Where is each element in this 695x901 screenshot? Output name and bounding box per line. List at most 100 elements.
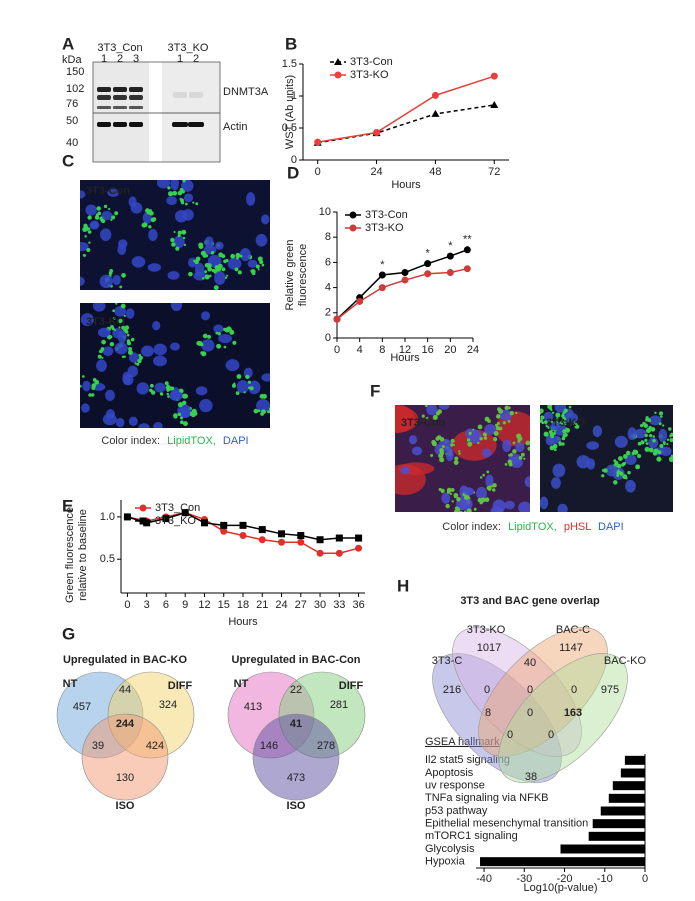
lipid-droplet xyxy=(101,356,104,359)
nucleus xyxy=(130,202,143,214)
nucleus xyxy=(170,303,183,312)
lipid-droplet xyxy=(488,485,492,489)
lipid-droplet xyxy=(601,474,605,478)
point xyxy=(378,271,386,279)
lipid-droplet xyxy=(633,449,639,455)
lipid-droplet xyxy=(180,198,185,203)
point xyxy=(490,100,499,108)
lipid-droplet xyxy=(648,425,652,430)
lipid-droplet xyxy=(114,211,119,216)
lipid-droplet xyxy=(484,416,490,422)
nucleus xyxy=(85,204,97,216)
point xyxy=(123,513,131,521)
lipid-droplet xyxy=(164,381,169,386)
nucleus xyxy=(215,241,224,250)
nucleus xyxy=(96,359,107,372)
lipid-droplet xyxy=(103,204,108,209)
lipid-droplet xyxy=(201,351,207,357)
nucleus xyxy=(125,308,135,319)
nucleus xyxy=(658,428,668,443)
lipid-droplet xyxy=(637,453,642,459)
lipid-droplet xyxy=(110,218,113,222)
lipid-droplet xyxy=(623,454,628,459)
caption-part: LipidTOX, xyxy=(508,521,557,533)
marker-label: 50 xyxy=(66,115,78,127)
venn-count: 41 xyxy=(290,718,302,730)
lipid-droplet xyxy=(543,431,549,437)
venn-set-label: 3T3-C xyxy=(432,655,463,667)
point xyxy=(162,515,170,523)
lipid-droplet xyxy=(453,443,456,446)
lipid-droplet xyxy=(450,487,455,492)
band xyxy=(113,95,127,100)
x-tick-label: 24 xyxy=(467,344,479,356)
lipid-droplet xyxy=(112,309,115,313)
lipid-droplet xyxy=(166,388,170,392)
venn-count: 1147 xyxy=(559,642,583,654)
lipid-droplet xyxy=(453,460,459,465)
venn-count: 975 xyxy=(601,684,619,696)
lipid-droplet xyxy=(559,420,565,426)
lipid-droplet xyxy=(97,354,102,359)
lipid-droplet xyxy=(617,469,620,472)
lipid-droplet xyxy=(177,402,184,408)
lipid-droplet xyxy=(614,460,619,466)
lipid-droplet xyxy=(669,434,672,438)
x-tick-label: 4 xyxy=(357,344,363,356)
y-tick-label: 0 xyxy=(291,154,297,166)
x-tick-label: 48 xyxy=(429,166,441,178)
micrograph-content xyxy=(540,405,673,512)
band xyxy=(113,122,127,127)
lipid-droplet xyxy=(173,230,176,234)
lipid-droplet xyxy=(662,424,665,427)
lipid-droplet xyxy=(668,427,672,431)
lipid-droplet xyxy=(253,408,259,414)
nucleus xyxy=(201,339,215,352)
y-tick-label: 6 xyxy=(325,256,331,268)
venn-count: 0 xyxy=(571,684,577,696)
lipid-droplet xyxy=(167,395,170,398)
nucleus xyxy=(247,259,258,268)
lipid-droplet xyxy=(166,392,170,396)
band xyxy=(189,92,203,98)
lipid-droplet xyxy=(198,244,204,249)
lipid-droplet xyxy=(121,272,126,278)
nucleus xyxy=(194,262,205,277)
point xyxy=(463,246,471,254)
legend-marker xyxy=(139,517,147,525)
lipid-droplet xyxy=(625,450,631,456)
venn-count: 278 xyxy=(317,740,335,752)
caption-part: DAPI xyxy=(598,521,624,533)
nucleus xyxy=(245,192,256,206)
band xyxy=(113,87,127,92)
lipid-droplet xyxy=(183,393,189,399)
lipid-droplet xyxy=(223,345,227,349)
lipid-droplet xyxy=(182,400,187,405)
lipid-droplet xyxy=(216,343,222,349)
lipid-droplet xyxy=(115,303,118,305)
lipid-droplet xyxy=(82,254,86,257)
lipid-droplet xyxy=(493,430,499,437)
lipid-droplet xyxy=(645,442,649,445)
lipid-droplet xyxy=(547,405,553,408)
micrograph: 3T3-KO xyxy=(540,405,673,512)
micrograph-label: 3T3-Con xyxy=(86,185,130,197)
lipid-droplet xyxy=(97,211,102,216)
x-tick-label: 18 xyxy=(237,599,249,611)
nucleus xyxy=(128,416,138,427)
lipid-droplet xyxy=(203,334,206,337)
lipid-droplet xyxy=(181,190,185,194)
point xyxy=(239,521,247,529)
venn-count: 473 xyxy=(287,772,305,784)
lipid-droplet xyxy=(647,418,652,423)
lipid-droplet xyxy=(670,454,673,458)
lipid-droplet xyxy=(439,457,445,463)
lipid-droplet xyxy=(180,174,185,179)
lipid-droplet xyxy=(208,274,212,278)
lipid-droplet xyxy=(527,446,530,451)
lipid-droplet xyxy=(669,438,673,443)
point xyxy=(258,526,266,534)
nucleus xyxy=(484,424,497,435)
nucleus xyxy=(117,239,128,249)
lipid-droplet xyxy=(482,473,486,477)
